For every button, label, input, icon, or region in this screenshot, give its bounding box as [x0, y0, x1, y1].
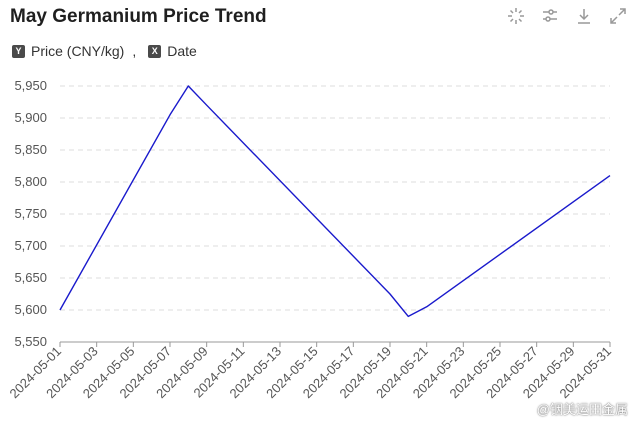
legend-x[interactable]: X Date: [148, 43, 197, 59]
fullscreen-icon[interactable]: [608, 6, 628, 26]
watermark: @铟美运田金属: [536, 402, 628, 417]
filter-icon[interactable]: [540, 6, 560, 26]
x-badge-icon: X: [148, 44, 162, 58]
y-tick-label: 5,800: [14, 174, 47, 189]
y-badge-icon: Y: [12, 44, 25, 58]
y-tick-label: 5,650: [14, 270, 47, 285]
y-tick-label: 5,850: [14, 142, 47, 157]
y-tick-label: 5,950: [14, 78, 47, 93]
y-tick-label: 5,750: [14, 206, 47, 221]
y-tick-label: 5,600: [14, 302, 47, 317]
chart-title: May Germanium Price Trend: [10, 6, 267, 27]
legend-y-label: Price (CNY/kg): [31, 43, 125, 59]
legend-x-label: Date: [167, 43, 197, 59]
chart-toolbar: [506, 6, 628, 26]
price-series-line: [59, 85, 611, 318]
legend: Y Price (CNY/kg) , X Date: [12, 43, 197, 59]
select-icon[interactable]: [506, 6, 526, 26]
y-tick-label: 5,550: [14, 334, 47, 349]
legend-y[interactable]: Y Price (CNY/kg): [12, 43, 124, 59]
download-icon[interactable]: [574, 6, 594, 26]
y-tick-label: 5,700: [14, 238, 47, 253]
y-tick-label: 5,900: [14, 110, 47, 125]
legend-separator: ,: [132, 43, 137, 59]
